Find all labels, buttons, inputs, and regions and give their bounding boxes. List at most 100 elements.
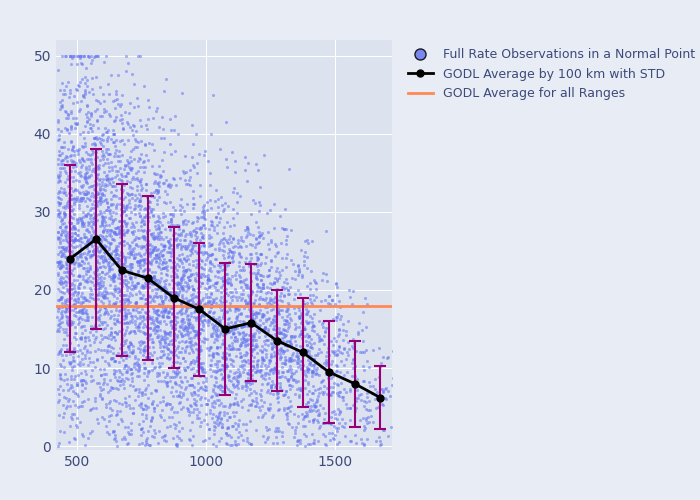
Point (130, 136, 141, 144)
Point (100, 172, 111, 180)
Point (199, 147, 211, 155)
Point (241, 383, 253, 391)
Point (281, 312, 293, 320)
Point (127, 244, 138, 252)
Point (113, 71, 124, 79)
Point (276, 368, 287, 376)
Point (151, 217, 162, 225)
Point (204, 259, 216, 267)
Point (156, 359, 167, 367)
Point (121, 239, 132, 247)
Point (69, 346, 80, 354)
Point (158, 348, 169, 356)
Point (192, 353, 203, 361)
Point (195, 242, 206, 250)
Point (162, 237, 173, 245)
Point (200, 410, 211, 418)
Point (320, 324, 331, 332)
Point (261, 294, 272, 302)
Point (123, 159, 134, 167)
Point (88, 214, 99, 222)
Point (69, 235, 80, 243)
Point (183, 380, 195, 388)
Point (97, 268, 108, 276)
Point (321, 270, 332, 278)
Point (140, 284, 151, 292)
Point (218, 235, 229, 243)
Point (55, 234, 66, 241)
Point (78, 264, 89, 272)
Point (152, 317, 163, 325)
Point (116, 238, 127, 246)
Point (255, 287, 266, 295)
Point (330, 431, 341, 439)
Point (111, 411, 122, 419)
Point (325, 413, 336, 421)
Point (59, 296, 70, 304)
Point (262, 380, 273, 388)
Point (103, 254, 114, 262)
Point (248, 299, 260, 307)
Point (158, 134, 169, 141)
Point (319, 440, 330, 448)
Point (174, 251, 185, 259)
Point (150, 258, 162, 266)
Point (182, 296, 193, 304)
Point (154, 254, 165, 262)
Point (111, 152, 122, 160)
Point (247, 330, 258, 338)
Point (335, 303, 346, 311)
Point (293, 364, 304, 372)
Point (210, 350, 221, 358)
Point (64, 422, 76, 430)
Point (62, 318, 73, 326)
Point (68, 114, 79, 122)
Point (60, 304, 71, 312)
Point (92, 272, 103, 280)
Point (119, 272, 130, 280)
Point (146, 248, 158, 256)
Point (151, 285, 162, 293)
Point (155, 228, 166, 235)
Point (164, 288, 175, 296)
Point (85, 124, 96, 132)
Point (89, 202, 100, 209)
Point (93, 274, 104, 281)
Point (141, 438, 152, 446)
Point (214, 418, 225, 426)
Point (80, 276, 91, 283)
Point (172, 392, 183, 400)
Point (106, 260, 118, 268)
Point (281, 307, 292, 315)
Point (313, 349, 324, 357)
Point (172, 281, 183, 289)
Point (302, 341, 313, 349)
Point (270, 242, 281, 250)
Point (73, 52, 84, 60)
Point (316, 388, 328, 396)
Point (142, 315, 153, 323)
Point (75, 251, 86, 259)
Point (133, 361, 144, 369)
Point (64, 52, 76, 60)
Point (319, 327, 330, 335)
Point (125, 250, 136, 258)
Point (105, 188, 116, 196)
Point (232, 377, 244, 385)
Point (158, 234, 169, 242)
Point (110, 250, 121, 258)
Point (194, 297, 205, 305)
Point (64, 189, 75, 197)
Point (81, 278, 92, 285)
Point (120, 253, 132, 261)
Point (273, 398, 284, 406)
Point (79, 73, 90, 81)
Point (207, 324, 218, 332)
Point (99, 293, 110, 301)
Point (114, 156, 125, 164)
Point (102, 226, 113, 234)
Point (103, 250, 114, 258)
Point (231, 304, 242, 312)
Point (187, 321, 198, 329)
Point (293, 420, 304, 428)
